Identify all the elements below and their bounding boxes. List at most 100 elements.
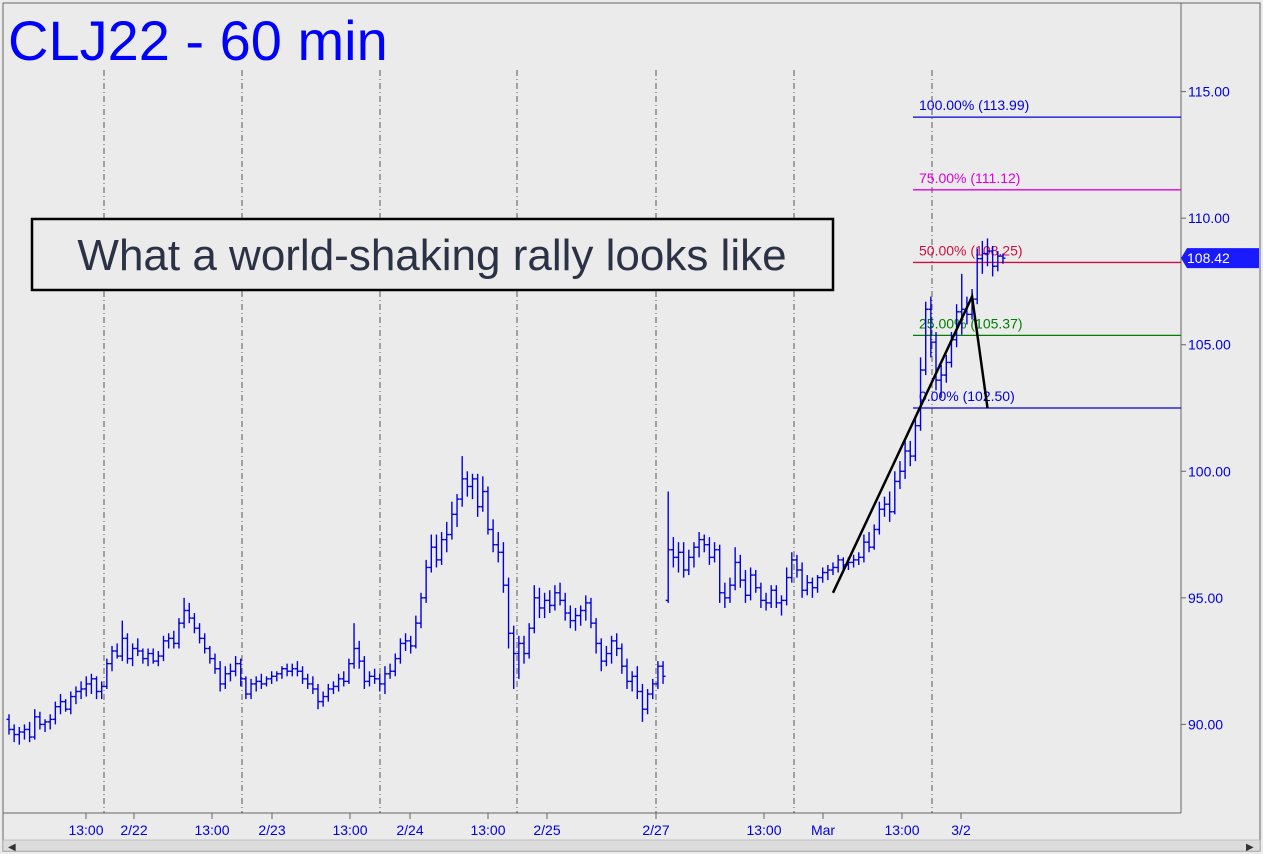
price-bar-164: [851, 554, 857, 568]
price-bar-189: [979, 240, 985, 274]
price-bar-110: [573, 607, 578, 631]
price-bar-46: [243, 676, 249, 700]
price-bar-104: [542, 592, 548, 619]
x-tick-label-1: 2/22: [120, 822, 147, 838]
price-bar-121: [629, 671, 635, 692]
price-bar-36: [191, 613, 197, 634]
price-bar-180: [933, 332, 939, 391]
price-bar-42: [222, 666, 228, 689]
price-bar-98: [511, 625, 517, 689]
price-bar-28: [150, 648, 156, 664]
price-bar-65: [341, 671, 347, 687]
x-tick-label-11: 13:00: [884, 822, 919, 838]
price-bar-145: [753, 570, 759, 593]
price-bar-84: [439, 532, 445, 565]
price-bar-144: [748, 567, 754, 601]
price-bar-132: [686, 549, 692, 576]
price-bar-168: [871, 524, 877, 550]
price-bar-67: [351, 623, 357, 669]
price-bar-11: [63, 699, 69, 712]
price-bar-50: [264, 676, 269, 687]
price-bar-30: [161, 635, 166, 662]
price-bar-21: [114, 643, 120, 659]
y-tick-label-0: 90.00: [1188, 716, 1223, 732]
price-bar-123: [639, 683, 645, 722]
price-bar-69: [361, 656, 367, 689]
price-bar-41: [217, 661, 223, 692]
price-bar-161: [835, 554, 841, 573]
price-bar-47: [248, 678, 254, 700]
price-bar-137: [712, 542, 718, 563]
price-bar-130: [676, 542, 681, 573]
price-bar-59: [310, 676, 316, 695]
y-tick-label-2: 100.00: [1188, 463, 1231, 479]
price-bar-126: [655, 661, 661, 689]
price-bar-22: [119, 620, 125, 662]
price-bar-188: [974, 248, 980, 305]
x-tick-label-7: 2/25: [533, 822, 560, 838]
x-tick-label-0: 13:00: [68, 822, 103, 838]
price-bar-61: [320, 691, 326, 707]
price-bar-1: [11, 724, 17, 743]
price-bar-58: [305, 673, 311, 689]
price-bar-85: [444, 521, 450, 553]
price-bar-63: [330, 681, 336, 695]
price-bar-107: [557, 582, 563, 606]
price-bar-118: [614, 633, 620, 657]
price-bar-106: [552, 585, 558, 611]
price-bar-33: [176, 618, 182, 649]
x-tick-label-5: 2/24: [396, 822, 423, 838]
price-bar-71: [372, 668, 378, 684]
scroll-track[interactable]: [2, 839, 1261, 852]
price-bar-73: [382, 666, 388, 695]
price-bar-154: [799, 562, 805, 598]
fib-level-label-4: 0.00% (102.50): [919, 388, 1015, 404]
scroll-right-arrow-icon[interactable]: ▶: [1246, 842, 1254, 853]
y-tick-label-3: 105.00: [1188, 337, 1231, 353]
price-bar-134: [696, 532, 702, 558]
price-bar-57: [300, 666, 306, 684]
x-tick-label-2: 13:00: [194, 822, 229, 838]
price-bar-125: [650, 678, 656, 700]
price-bar-153: [794, 554, 800, 578]
price-bar-5: [32, 709, 38, 740]
price-bar-146: [758, 582, 764, 608]
scroll-bar[interactable]: ◀ ▶: [2, 839, 1261, 853]
price-bar-20: [109, 645, 115, 672]
x-tick-label-10: Mar: [811, 822, 835, 838]
price-bar-6: [37, 711, 43, 730]
last-price-marker: 108.42: [1181, 248, 1259, 269]
x-tick-label-12: 3/2: [951, 822, 971, 838]
price-bar-115: [598, 638, 604, 672]
price-bar-43: [227, 663, 233, 682]
price-bar-108: [562, 592, 568, 621]
price-bar-138: [717, 544, 723, 603]
fibonacci-levels: 100.00% (113.99) 75.00% (111.12) 50.00% (1…: [913, 97, 1181, 409]
price-bar-177: [918, 357, 924, 431]
price-bar-176: [912, 415, 918, 462]
price-bar-122: [634, 666, 640, 700]
price-bar-158: [820, 567, 826, 583]
price-bar-192: [995, 251, 1001, 272]
y-tick-label-4: 110.00: [1188, 210, 1230, 226]
price-bar-66: [346, 658, 352, 684]
price-bar-156: [809, 577, 815, 598]
price-bar-141: [732, 547, 738, 591]
price-bar-172: [892, 471, 898, 515]
price-bar-185: [959, 273, 965, 335]
price-bar-70: [367, 671, 372, 687]
annotation-frame: [30, 217, 835, 292]
price-bar-81: [423, 559, 429, 603]
x-tick-label-3: 2/23: [258, 822, 285, 838]
price-bar-165: [856, 552, 862, 565]
price-bar-10: [58, 694, 63, 715]
price-bars: [6, 238, 1006, 745]
price-bar-83: [433, 534, 439, 568]
price-bar-191: [990, 246, 996, 277]
price-bar-27: [145, 648, 151, 667]
fib-level-label-2: 50.00% (108.25): [919, 242, 1023, 258]
price-bar-51: [269, 671, 275, 684]
scroll-left-arrow-icon[interactable]: ◀: [8, 842, 16, 853]
price-bar-7: [42, 719, 48, 732]
price-bar-49: [258, 673, 264, 689]
